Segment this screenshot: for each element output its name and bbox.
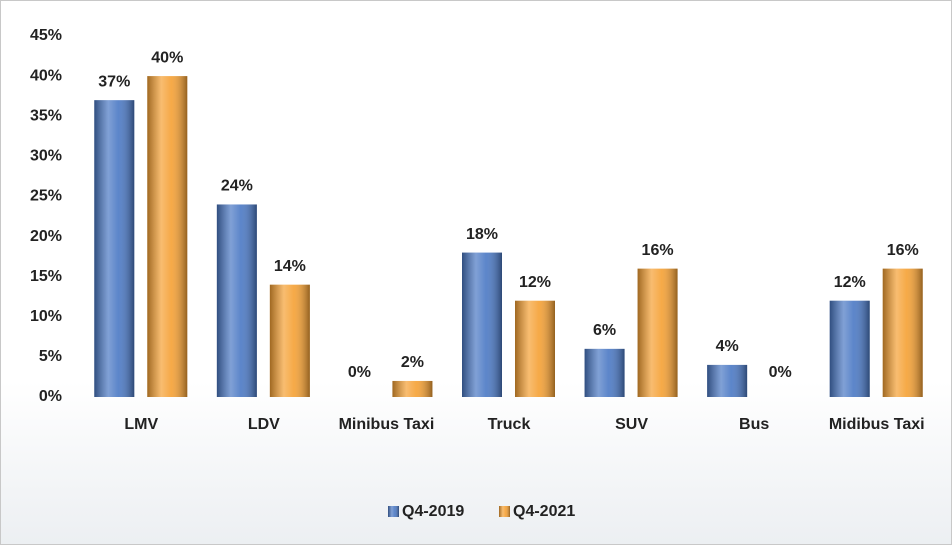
data-label: 2% (401, 354, 424, 371)
x-tick-label: LDV (248, 416, 280, 433)
x-tick-label: Midibus Taxi (829, 416, 925, 433)
bar (269, 284, 310, 397)
data-label: 4% (716, 338, 739, 355)
bar-shade (829, 300, 870, 397)
x-tick-label: Truck (488, 416, 531, 433)
y-tick-label: 0% (39, 388, 62, 405)
y-tick-label: 5% (39, 348, 62, 365)
bar-shade (269, 284, 310, 397)
y-tick-label: 15% (30, 268, 62, 285)
legend-swatch-shade (388, 506, 399, 517)
legend-swatch (388, 506, 399, 517)
data-label: 14% (274, 258, 306, 275)
data-label: 24% (221, 178, 253, 195)
x-tick-label: Bus (739, 416, 769, 433)
y-tick-label: 30% (30, 148, 62, 165)
bar (462, 252, 502, 397)
legend-label: Q4-2021 (513, 503, 575, 520)
data-label: 40% (151, 49, 183, 66)
bar-shade (584, 348, 625, 397)
bar-shade (392, 380, 433, 397)
bar-shade (637, 268, 678, 397)
bar-shade (462, 252, 502, 397)
bar (829, 300, 870, 397)
y-tick-label: 40% (30, 67, 62, 84)
data-label: 16% (887, 242, 919, 259)
legend-swatch-shade (499, 506, 510, 517)
data-label: 18% (466, 226, 498, 243)
bar (147, 76, 188, 397)
bar-shade (147, 76, 188, 397)
bar-shade (515, 300, 555, 397)
data-label: 12% (834, 274, 866, 291)
y-tick-label: 45% (30, 27, 62, 44)
bar-shade (94, 100, 135, 397)
y-tick-label: 25% (30, 188, 62, 205)
legend-label: Q4-2019 (402, 503, 464, 520)
bar (707, 364, 748, 397)
y-tick-label: 20% (30, 228, 62, 245)
y-tick-label: 35% (30, 107, 62, 124)
data-label: 12% (519, 274, 551, 291)
data-label: 0% (348, 364, 371, 381)
data-label: 16% (642, 242, 674, 259)
bar (584, 348, 625, 397)
data-label: 0% (769, 364, 792, 381)
data-label: 37% (98, 73, 130, 90)
bar-shade (216, 204, 257, 397)
bar (637, 268, 678, 397)
y-tick-label: 10% (30, 308, 62, 325)
bar-shade (882, 268, 923, 397)
x-tick-label: LMV (124, 416, 158, 433)
bar-shade (707, 364, 748, 397)
bar (515, 300, 555, 397)
bar (882, 268, 923, 397)
data-label: 6% (593, 322, 616, 339)
legend-swatch (499, 506, 510, 517)
bar (94, 100, 135, 397)
bar (392, 380, 433, 397)
bar (216, 204, 257, 397)
x-tick-label: Minibus Taxi (339, 416, 435, 433)
x-tick-label: SUV (615, 416, 648, 433)
